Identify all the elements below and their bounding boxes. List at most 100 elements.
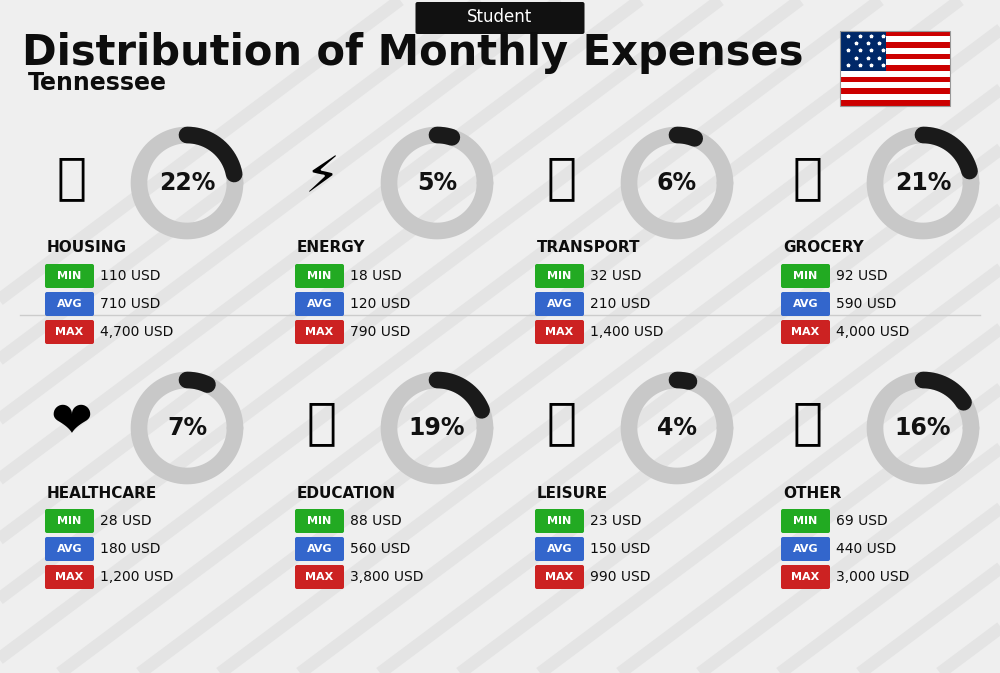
Text: MIN: MIN (57, 516, 82, 526)
Text: 710 USD: 710 USD (100, 297, 160, 311)
FancyBboxPatch shape (840, 65, 950, 71)
FancyBboxPatch shape (535, 509, 584, 533)
FancyBboxPatch shape (840, 30, 886, 71)
Text: 4,700 USD: 4,700 USD (100, 325, 173, 339)
Text: 210 USD: 210 USD (590, 297, 650, 311)
Text: 🎓: 🎓 (307, 399, 337, 447)
FancyBboxPatch shape (840, 77, 950, 82)
Text: 1,200 USD: 1,200 USD (100, 570, 174, 584)
Text: 32 USD: 32 USD (590, 269, 642, 283)
Text: HOUSING: HOUSING (47, 240, 127, 256)
Text: Student: Student (467, 8, 533, 26)
Text: 69 USD: 69 USD (836, 514, 888, 528)
FancyBboxPatch shape (535, 292, 584, 316)
FancyBboxPatch shape (840, 42, 950, 48)
FancyBboxPatch shape (295, 264, 344, 288)
FancyBboxPatch shape (840, 59, 950, 65)
FancyBboxPatch shape (840, 82, 950, 88)
Text: 150 USD: 150 USD (590, 542, 650, 556)
Text: 7%: 7% (167, 416, 207, 440)
Text: AVG: AVG (307, 299, 332, 309)
Text: MAX: MAX (545, 572, 574, 582)
FancyBboxPatch shape (840, 94, 950, 100)
Text: AVG: AVG (57, 544, 82, 554)
FancyBboxPatch shape (535, 320, 584, 344)
Text: AVG: AVG (307, 544, 332, 554)
Text: 92 USD: 92 USD (836, 269, 888, 283)
Text: 💰: 💰 (793, 399, 823, 447)
FancyBboxPatch shape (840, 30, 950, 36)
Text: 440 USD: 440 USD (836, 542, 896, 556)
Text: AVG: AVG (57, 299, 82, 309)
FancyBboxPatch shape (781, 320, 830, 344)
Text: 180 USD: 180 USD (100, 542, 160, 556)
FancyBboxPatch shape (781, 509, 830, 533)
Text: 18 USD: 18 USD (350, 269, 402, 283)
Text: 790 USD: 790 USD (350, 325, 410, 339)
FancyBboxPatch shape (45, 565, 94, 589)
FancyBboxPatch shape (295, 509, 344, 533)
Text: ❤️: ❤️ (51, 399, 93, 447)
Text: GROCERY: GROCERY (783, 240, 864, 256)
Text: ⚡: ⚡ (304, 154, 340, 202)
Text: 21%: 21% (895, 171, 951, 195)
Text: MAX: MAX (545, 327, 574, 337)
Text: AVG: AVG (793, 544, 818, 554)
Text: 23 USD: 23 USD (590, 514, 642, 528)
Text: MIN: MIN (793, 516, 818, 526)
Text: Distribution of Monthly Expenses: Distribution of Monthly Expenses (22, 32, 804, 74)
Text: MAX: MAX (791, 572, 820, 582)
Text: 28 USD: 28 USD (100, 514, 152, 528)
Text: MAX: MAX (55, 572, 84, 582)
Text: MAX: MAX (791, 327, 820, 337)
Text: 4%: 4% (657, 416, 697, 440)
FancyBboxPatch shape (840, 100, 950, 106)
Text: AVG: AVG (547, 544, 572, 554)
Text: 560 USD: 560 USD (350, 542, 410, 556)
Text: OTHER: OTHER (783, 485, 841, 501)
FancyBboxPatch shape (535, 264, 584, 288)
Text: MIN: MIN (307, 516, 332, 526)
Text: 110 USD: 110 USD (100, 269, 160, 283)
FancyBboxPatch shape (781, 292, 830, 316)
Text: 590 USD: 590 USD (836, 297, 896, 311)
FancyBboxPatch shape (781, 264, 830, 288)
Text: MIN: MIN (57, 271, 82, 281)
Text: MIN: MIN (307, 271, 332, 281)
Text: 4,000 USD: 4,000 USD (836, 325, 909, 339)
Text: 🏢: 🏢 (57, 154, 87, 202)
Text: TRANSPORT: TRANSPORT (537, 240, 640, 256)
Text: MIN: MIN (547, 271, 572, 281)
FancyBboxPatch shape (416, 2, 584, 34)
FancyBboxPatch shape (45, 537, 94, 561)
Text: MAX: MAX (55, 327, 84, 337)
Text: ENERGY: ENERGY (297, 240, 366, 256)
Text: MAX: MAX (305, 327, 334, 337)
Text: AVG: AVG (793, 299, 818, 309)
FancyBboxPatch shape (535, 537, 584, 561)
Text: 6%: 6% (657, 171, 697, 195)
Text: 🚌: 🚌 (547, 154, 577, 202)
Text: 990 USD: 990 USD (590, 570, 650, 584)
Text: AVG: AVG (547, 299, 572, 309)
Text: MIN: MIN (547, 516, 572, 526)
Text: 88 USD: 88 USD (350, 514, 402, 528)
FancyBboxPatch shape (45, 509, 94, 533)
Text: 22%: 22% (159, 171, 215, 195)
FancyBboxPatch shape (535, 565, 584, 589)
FancyBboxPatch shape (781, 565, 830, 589)
FancyBboxPatch shape (840, 71, 950, 77)
Text: 🛍️: 🛍️ (547, 399, 577, 447)
Text: 120 USD: 120 USD (350, 297, 410, 311)
FancyBboxPatch shape (45, 292, 94, 316)
FancyBboxPatch shape (840, 48, 950, 54)
Text: 5%: 5% (417, 171, 457, 195)
Text: 🛒: 🛒 (793, 154, 823, 202)
Text: EDUCATION: EDUCATION (297, 485, 396, 501)
FancyBboxPatch shape (295, 537, 344, 561)
Text: 3,800 USD: 3,800 USD (350, 570, 424, 584)
Text: MIN: MIN (793, 271, 818, 281)
Text: Tennessee: Tennessee (28, 71, 167, 95)
FancyBboxPatch shape (45, 264, 94, 288)
FancyBboxPatch shape (781, 537, 830, 561)
